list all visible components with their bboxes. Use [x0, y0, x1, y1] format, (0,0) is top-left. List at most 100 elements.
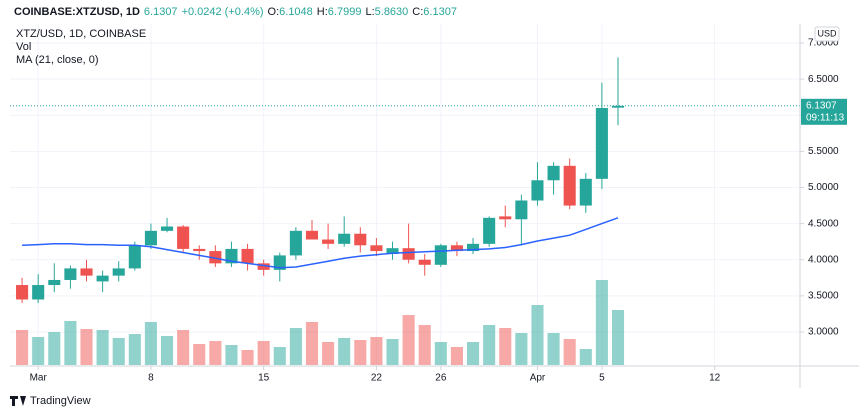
header-ohlc-key: C:: [412, 6, 423, 18]
volume-bar: [354, 340, 367, 365]
header-ohlc-value: 5.8630: [375, 6, 409, 18]
candle-body: [611, 105, 625, 108]
volume-bar: [96, 330, 109, 365]
volume-bar: [112, 338, 125, 365]
volume-bar: [338, 338, 351, 365]
candle-body: [579, 178, 592, 206]
volume-bar: [579, 349, 592, 365]
time-axis: Mar 8 15 22 26 Apr 5 12: [30, 366, 721, 384]
y-tick-label: 3.5000: [808, 291, 839, 302]
volume-bar: [305, 322, 319, 365]
y-tick-label: 7.0000: [808, 38, 839, 49]
last-price-tag: [801, 98, 847, 125]
volume-bar: [80, 329, 93, 365]
y-tick-label: 4.5000: [808, 218, 839, 229]
candle-body: [160, 226, 174, 231]
x-tick-label: 15: [258, 373, 270, 384]
candle-body: [402, 248, 415, 260]
volume-bar: [499, 328, 512, 365]
candle-body: [305, 230, 319, 240]
candle-body: [322, 239, 335, 244]
candle-body: [273, 255, 286, 270]
volume-bar: [611, 310, 625, 365]
candle-body: [467, 243, 480, 252]
candle-body: [225, 248, 238, 264]
legend-ma: MA (21, close, 0): [16, 54, 99, 66]
candle-body: [531, 180, 544, 201]
candle-body: [289, 230, 302, 256]
volume-bar: [483, 325, 496, 365]
candle-body: [16, 285, 29, 300]
candle-body: [144, 230, 157, 246]
y-tick-label: 5.5000: [808, 146, 839, 157]
y-tick-label: 6.5000: [808, 74, 839, 85]
candle-body: [338, 233, 351, 244]
volume-bar: [16, 330, 29, 365]
volume-bar: [402, 315, 415, 365]
volume-bar: [193, 344, 206, 365]
x-tick-label: 12: [709, 373, 721, 384]
candle-body: [354, 233, 367, 246]
candle-body: [515, 200, 528, 220]
brand-name[interactable]: TradingView: [30, 395, 91, 407]
volume-bar: [563, 339, 576, 365]
brand[interactable]: TradingView: [10, 395, 91, 407]
volume-bar: [547, 333, 560, 365]
header-ohlc-value: 6.1307: [423, 6, 457, 18]
volume-bar: [467, 342, 480, 365]
candle-body: [370, 245, 383, 252]
candle-body: [80, 268, 93, 276]
header-ohlc-key: L:: [365, 6, 374, 18]
candle-body: [177, 226, 190, 249]
candle-body: [209, 251, 222, 264]
candle-body: [112, 268, 125, 276]
volume-bar: [177, 330, 190, 365]
x-tick-label: 8: [148, 373, 154, 384]
x-tick-label: Mar: [30, 373, 48, 384]
volume-bar: [289, 328, 302, 365]
volume-bar: [531, 305, 544, 365]
volume-bar: [241, 350, 254, 365]
volume-bar: [386, 339, 399, 365]
candle-body: [48, 279, 61, 286]
volume-bar: [48, 332, 61, 365]
header-ohlc-key: O:: [268, 6, 280, 18]
x-tick-label: 26: [435, 373, 447, 384]
legend-vol: Vol: [16, 41, 31, 53]
candle-body: [32, 285, 45, 300]
candle-body: [547, 165, 560, 181]
x-tick-label: 5: [599, 373, 605, 384]
candle-body: [418, 259, 431, 265]
volume-bar: [209, 341, 222, 365]
candle-body: [483, 217, 496, 244]
header-ohlc-value: 6.1048: [279, 6, 313, 18]
volume-bar: [322, 342, 335, 365]
candle-body: [563, 165, 576, 206]
brand-logo[interactable]: [10, 396, 26, 406]
volume-bar: [434, 342, 447, 365]
header-change: +0.0242 (+0.4%): [182, 6, 264, 18]
candle-body: [241, 248, 254, 264]
candle-body: [193, 248, 206, 252]
candle-body: [499, 216, 512, 220]
volume-bar: [257, 341, 270, 365]
legend-symbol: XTZ/USD, 1D, COINBASE: [16, 28, 146, 40]
volume-bar: [64, 321, 77, 365]
y-tick-label: 3.0000: [808, 327, 839, 338]
volume-bar: [225, 345, 238, 365]
header-symbol: COINBASE:XTZUSD, 1D: [14, 6, 140, 18]
volume-bar: [273, 347, 286, 365]
currency[interactable]: USD: [817, 28, 837, 38]
candle-body: [257, 263, 270, 270]
volume-bar: [595, 280, 608, 365]
volume-bar: [450, 347, 463, 365]
currency-box[interactable]: [814, 26, 840, 42]
candle-body: [450, 245, 463, 252]
volume-bar: [370, 337, 383, 365]
header: COINBASE:XTZUSD, 1D 6.1307 +0.0242 (+0.4%)…: [14, 6, 457, 18]
candle-body: [386, 248, 399, 254]
candle-body: [128, 245, 141, 269]
volume-bar: [32, 337, 45, 365]
header-last: 6.1307: [144, 6, 178, 18]
last-price-label: 6.1307: [806, 100, 837, 111]
